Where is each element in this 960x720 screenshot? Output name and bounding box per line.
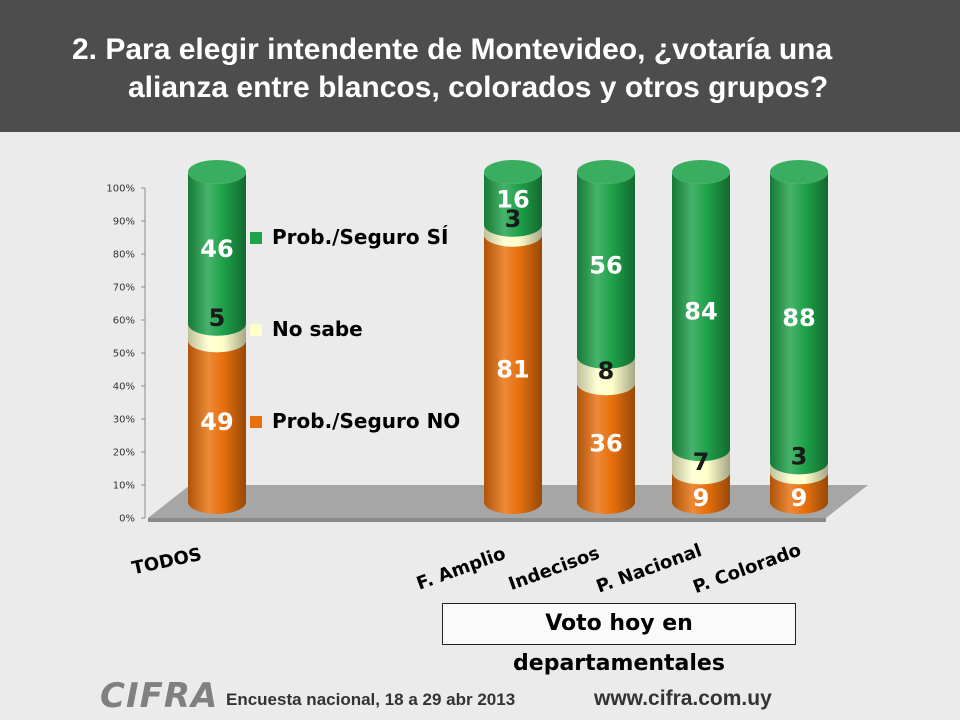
y-tick-label: 60% — [113, 316, 135, 327]
chart-subtitle: Voto hoy en departamentales — [442, 603, 796, 676]
bar-p-colorado — [770, 160, 828, 514]
bar-segment — [577, 172, 635, 369]
data-label: 49 — [200, 408, 233, 436]
page-title-line-2: alianza entre blancos, colorados y otros… — [128, 71, 829, 104]
bar-segment — [770, 472, 828, 514]
data-label: 5 — [209, 304, 226, 332]
bar-f-amplio — [484, 160, 542, 514]
bar-segment — [672, 449, 730, 485]
bar-segment — [188, 323, 246, 353]
y-tick-label: 20% — [113, 448, 135, 459]
y-tick-label: 80% — [113, 250, 135, 261]
bar-segment — [672, 472, 730, 514]
page-title-line-1: 2. Para elegir intendente de Montevideo,… — [72, 33, 833, 66]
cifra-logo: CIFRA — [100, 676, 219, 716]
category-label: TODOS — [130, 544, 204, 579]
bar-cap — [770, 160, 828, 184]
website-url[interactable]: www.cifra.com.uy — [594, 687, 772, 710]
bar-segment — [188, 340, 246, 514]
bar-segment — [188, 172, 246, 336]
legend-swatch — [250, 232, 262, 244]
y-tick-label: 10% — [113, 481, 135, 492]
legend-swatch — [250, 324, 262, 336]
survey-dates: Encuesta nacional, 18 a 29 abr 2013 — [226, 690, 516, 709]
bar-segment — [484, 224, 542, 247]
bar-segment — [672, 172, 730, 462]
y-tick-label: 30% — [113, 415, 135, 426]
legend-label: Prob./Seguro SÍ — [272, 225, 448, 249]
bar-segment — [577, 383, 635, 514]
category-label: P. Nacional — [594, 540, 705, 598]
data-label: 9 — [791, 484, 808, 512]
data-label: 36 — [589, 430, 622, 458]
y-tick-label: 0% — [119, 514, 135, 525]
bar-cap — [577, 160, 635, 184]
legend-label: No sabe — [272, 317, 363, 341]
y-tick-label: 100% — [106, 184, 135, 195]
bar-cap — [188, 160, 246, 184]
bar-segment — [577, 356, 635, 396]
data-label: 16 — [496, 185, 529, 213]
bar-cap — [672, 160, 730, 184]
data-label: 9 — [693, 484, 710, 512]
y-tick-label: 40% — [113, 382, 135, 393]
data-label: 46 — [200, 235, 233, 263]
category-label: P. Colorado — [690, 540, 804, 599]
data-label: 3 — [791, 442, 808, 470]
bar-todos — [188, 160, 246, 514]
bar-segment — [484, 234, 542, 514]
bar-segment — [484, 172, 542, 237]
data-label: 56 — [589, 251, 622, 279]
y-tick-label: 50% — [113, 349, 135, 360]
bar-segment — [770, 462, 828, 485]
bar-cap — [484, 160, 542, 184]
y-tick-label: 90% — [113, 217, 135, 228]
bar-p-nacional — [672, 160, 730, 514]
chart-floor-edge — [148, 518, 826, 522]
data-label: 7 — [693, 448, 710, 476]
category-label: Indecisos — [506, 543, 603, 595]
legend-label: Prob./Seguro NO — [272, 409, 460, 433]
stacked-bar-chart: 0% 10% 20% 30% 40% 50% 60% 70% 80% 90% 100% 49 5 46 TO… — [106, 160, 868, 599]
y-tick-label: 70% — [113, 283, 135, 294]
data-label: 88 — [782, 304, 815, 332]
title-banner: 2. Para elegir intendente de Montevideo,… — [0, 0, 960, 132]
bar-segment — [770, 172, 828, 475]
category-label: F. Amplio — [414, 543, 509, 595]
data-label: 3 — [505, 205, 522, 233]
legend-swatch — [250, 416, 262, 428]
bar-indecisos — [577, 160, 635, 514]
data-label: 8 — [598, 357, 615, 385]
data-label: 81 — [496, 355, 529, 383]
data-label: 84 — [684, 298, 717, 326]
